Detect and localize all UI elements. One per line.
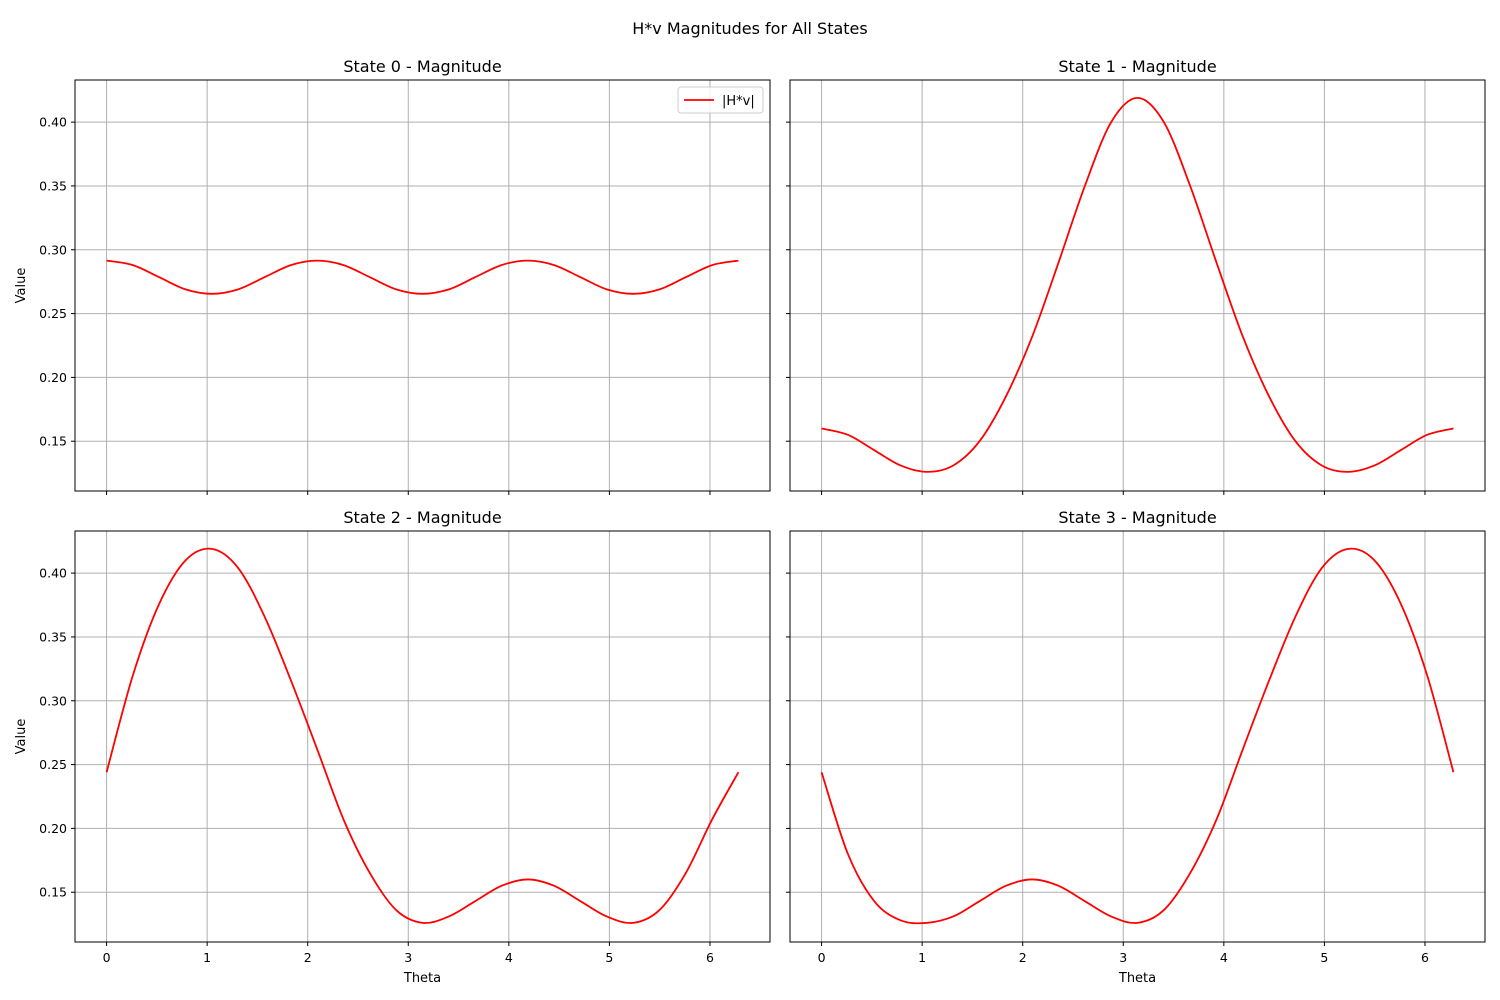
y-tick-label-3: 0.30	[39, 693, 67, 708]
figure-title: H*v Magnitudes for All States	[632, 19, 867, 38]
x-tick-label-0: 0	[103, 950, 111, 965]
series-line-0	[105, 547, 740, 924]
y-tick-label-1: 0.20	[39, 370, 67, 385]
y-axis-label: Value	[14, 719, 29, 755]
x-tick-label-5: 5	[605, 950, 613, 965]
y-tick-label-0: 0.15	[39, 885, 67, 900]
x-tick-label-5: 5	[1320, 950, 1328, 965]
legend-label-0: |H*v|	[722, 94, 755, 109]
y-tick-label-0: 0.15	[39, 434, 67, 449]
y-tick-label-3: 0.30	[39, 242, 67, 257]
x-tick-label-2: 2	[1019, 950, 1027, 965]
x-tick-label-1: 1	[918, 950, 926, 965]
series-line-0	[106, 259, 739, 295]
axes-frame	[789, 79, 1486, 492]
subplot-0: 0.15 0.20 0.25 0.30 0.35 0.40 State 0 - Magnit…	[14, 57, 771, 495]
y-tick-label-5: 0.40	[39, 115, 67, 130]
y-tick-label-5: 0.40	[39, 566, 67, 581]
axes-frame	[74, 79, 771, 492]
y-axis-label: Value	[14, 268, 29, 304]
subplot-title: State 2 - Magnitude	[343, 508, 501, 527]
subplot-1: State 1 - Magnitude	[786, 57, 1486, 495]
legend-box	[677, 86, 764, 114]
x-tick-label-1: 1	[203, 950, 211, 965]
x-tick-label-3: 3	[404, 950, 412, 965]
x-tick-label-2: 2	[304, 950, 312, 965]
y-tick-label-4: 0.35	[39, 178, 67, 193]
y-tick-label-4: 0.35	[39, 629, 67, 644]
x-axis-label: Theta	[403, 971, 441, 986]
x-tick-label-4: 4	[1220, 950, 1228, 965]
x-axis-label: Theta	[1118, 971, 1156, 986]
x-tick-label-0: 0	[818, 950, 826, 965]
subplot-3: 0 1 2 3 4 5 6 State 3 - Magnitude Theta	[786, 508, 1486, 986]
x-tick-label-3: 3	[1119, 950, 1127, 965]
subplot-title: State 1 - Magnitude	[1058, 57, 1216, 76]
series-line-0	[821, 96, 1454, 473]
x-tick-label-6: 6	[1421, 950, 1429, 965]
axes-frame	[789, 530, 1486, 943]
y-tick-label-2: 0.25	[39, 757, 67, 772]
series-line-0	[820, 547, 1455, 925]
x-tick-label-6: 6	[706, 950, 714, 965]
axes-frame	[74, 530, 771, 943]
subplot-2: 0 1 2 3 4 5 6 0.15 0.20 0.25 0.30 0.35 0.40 State 2 -…	[14, 508, 771, 986]
legend: |H*v|	[677, 86, 764, 114]
x-tick-label-4: 4	[505, 950, 513, 965]
subplot-title: State 3 - Magnitude	[1058, 508, 1216, 527]
y-tick-label-2: 0.25	[39, 306, 67, 321]
subplot-title: State 0 - Magnitude	[343, 57, 501, 76]
y-tick-label-1: 0.20	[39, 821, 67, 836]
